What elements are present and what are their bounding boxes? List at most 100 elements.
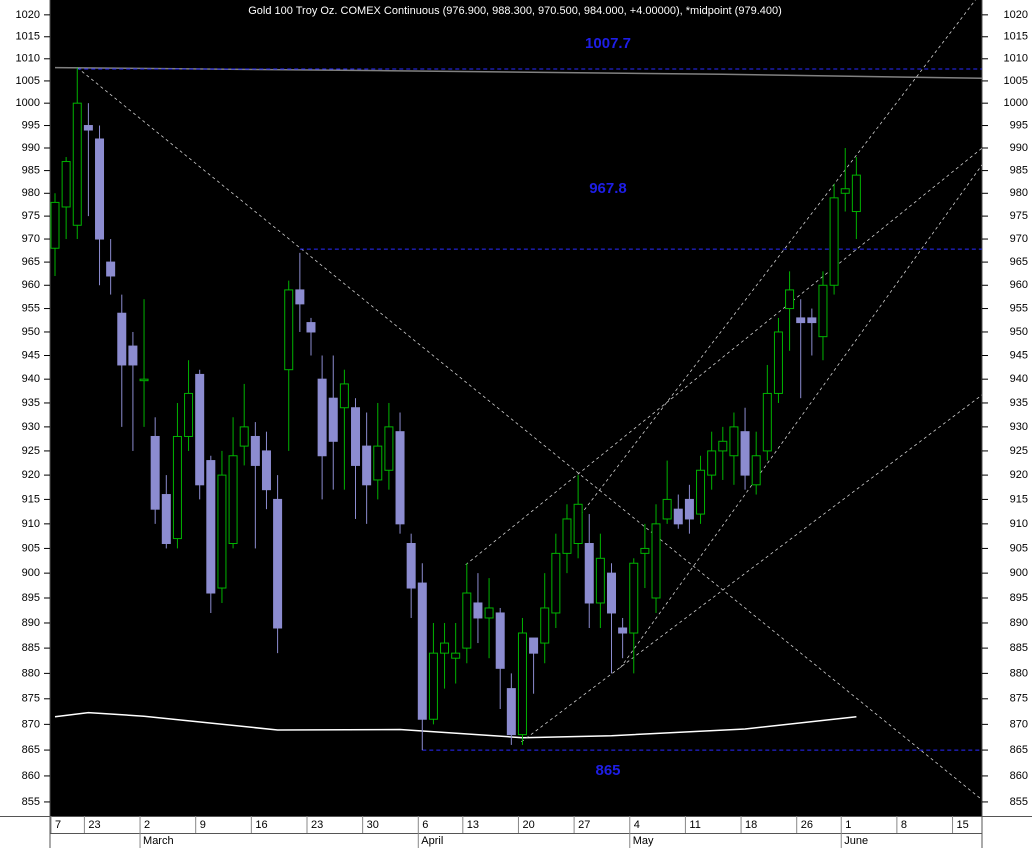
- candle-body: [762, 392, 772, 452]
- x-tick-label: 15: [957, 819, 969, 831]
- candle-body: [195, 373, 205, 486]
- x-tick-label: 1: [845, 819, 851, 831]
- candle-body: [261, 450, 271, 491]
- month-label: June: [844, 835, 868, 847]
- candle-body: [328, 397, 338, 442]
- y-tick-label: 975: [22, 210, 40, 222]
- y-tick-label: 935: [22, 397, 40, 409]
- x-tick-label: 9: [200, 819, 206, 831]
- x-tick-label: 11: [689, 819, 700, 831]
- y-tick-label: 965: [1010, 256, 1028, 268]
- y-tick-label: 940: [22, 373, 40, 385]
- y-tick-label: 950: [22, 326, 40, 338]
- candle-body: [384, 426, 394, 471]
- candle-body: [106, 261, 116, 277]
- candle-body: [150, 435, 160, 510]
- candle-body: [729, 426, 739, 457]
- candle-body: [840, 188, 850, 194]
- candle-body: [351, 407, 361, 466]
- y-tick-label: 1010: [16, 53, 40, 65]
- candle-body: [172, 435, 182, 540]
- candle-body: [373, 445, 383, 481]
- candle-body: [139, 378, 149, 382]
- candle-body: [517, 632, 527, 736]
- candle-body: [339, 383, 349, 409]
- month-label: May: [633, 835, 654, 847]
- y-tick-label: 915: [1010, 493, 1028, 505]
- candle-body: [295, 289, 305, 305]
- candle-body: [529, 637, 539, 654]
- y-tick-label: 970: [22, 233, 40, 245]
- candle-body: [184, 392, 194, 437]
- y-tick-label: 955: [22, 302, 40, 314]
- candle-body: [417, 582, 427, 720]
- candle-body: [551, 552, 561, 614]
- candle-body: [362, 445, 372, 486]
- y-tick-label: 995: [1010, 119, 1028, 131]
- candle-body: [718, 440, 728, 452]
- y-tick-label: 1005: [1004, 75, 1028, 87]
- candle-body: [462, 592, 472, 649]
- candle-body: [273, 498, 283, 629]
- x-tick-label: 16: [255, 819, 267, 831]
- y-tick-label: 925: [1010, 445, 1028, 457]
- y-tick-label: 855: [22, 796, 40, 808]
- y-tick-label: 940: [1010, 373, 1028, 385]
- y-tick-label: 905: [22, 542, 40, 554]
- candle-body: [651, 523, 661, 599]
- candle-body: [128, 345, 138, 366]
- x-tick-label: 2: [144, 819, 150, 831]
- candle-body: [440, 642, 450, 654]
- candle-body: [484, 607, 494, 619]
- candle-body: [607, 572, 616, 614]
- y-tick-label: 1015: [16, 31, 40, 43]
- candle-body: [807, 317, 817, 324]
- trendline: [576, 0, 976, 520]
- y-tick-label: 1020: [1004, 9, 1028, 21]
- candle-body: [785, 289, 795, 310]
- y-tick-label: 985: [1010, 164, 1028, 176]
- candle-body: [796, 317, 806, 324]
- y-tick-label: 1000: [16, 97, 40, 109]
- moving-average: [54, 66, 982, 80]
- plot-area: [50, 0, 982, 816]
- y-tick-label: 990: [22, 142, 40, 154]
- trendline: [521, 394, 982, 743]
- y-tick-label: 865: [22, 744, 40, 756]
- y-tick-label: 970: [1010, 233, 1028, 245]
- candle-body: [284, 289, 294, 371]
- trendline: [77, 67, 982, 801]
- y-tick-label: 915: [22, 493, 40, 505]
- y-tick-label: 950: [1010, 326, 1028, 338]
- candle-body: [206, 460, 216, 594]
- x-tick-label: 7: [55, 819, 61, 831]
- x-tick-label: 13: [467, 819, 479, 831]
- y-tick-label: 945: [1010, 349, 1028, 361]
- candle-body: [540, 607, 550, 644]
- x-tick-label: 27: [578, 819, 590, 831]
- y-tick-label: 875: [22, 693, 40, 705]
- y-tick-label: 960: [1010, 279, 1028, 291]
- y-tick-label: 870: [1010, 718, 1028, 730]
- candle-body: [684, 498, 694, 520]
- x-tick-label: 18: [745, 819, 757, 831]
- y-tick-label: 920: [1010, 469, 1028, 481]
- candle-body: [50, 201, 60, 249]
- candle-body: [61, 161, 71, 208]
- month-label: March: [143, 835, 174, 847]
- x-tick-label: 8: [901, 819, 907, 831]
- y-tick-label: 920: [22, 469, 40, 481]
- y-tick-label: 1010: [1004, 53, 1028, 65]
- trendline: [620, 164, 982, 669]
- candle-body: [117, 312, 127, 366]
- candle-body: [406, 543, 416, 589]
- y-tick-label: 960: [22, 279, 40, 291]
- level-label: 967.8: [589, 180, 627, 197]
- x-tick-label: 23: [311, 819, 323, 831]
- candle-body: [217, 474, 227, 589]
- candle-body: [451, 652, 461, 659]
- candle-body: [317, 378, 327, 457]
- candle-body: [618, 627, 628, 634]
- candle-body: [95, 138, 105, 240]
